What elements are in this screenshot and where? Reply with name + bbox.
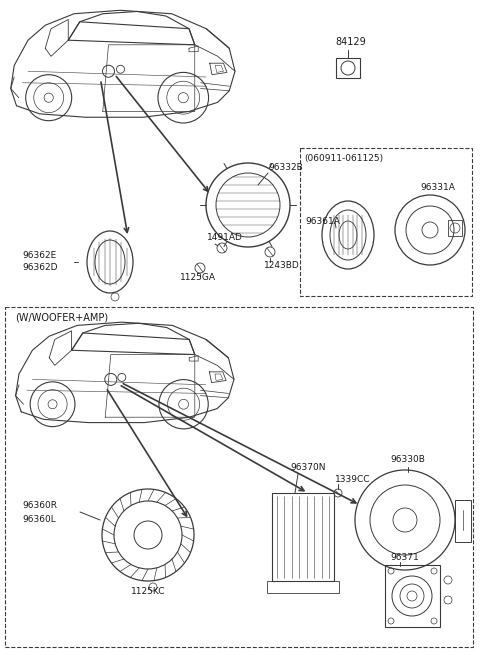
Text: 84129: 84129	[335, 37, 366, 47]
Text: 96361A: 96361A	[305, 217, 340, 227]
Text: 1339CC: 1339CC	[335, 476, 371, 485]
Bar	[272, 493, 334, 581]
Text: 96360L: 96360L	[22, 514, 56, 523]
Text: (060911-061125): (060911-061125)	[304, 153, 383, 162]
Text: 1491AD: 1491AD	[207, 233, 243, 242]
Text: 96362D: 96362D	[22, 263, 58, 272]
Text: 96370N: 96370N	[290, 464, 325, 472]
Text: 96371: 96371	[390, 553, 419, 563]
Bar	[267, 581, 339, 593]
Bar	[336, 58, 360, 78]
Text: 1125KC: 1125KC	[131, 588, 165, 597]
Text: 96332B: 96332B	[268, 162, 303, 172]
Text: 96330B: 96330B	[390, 455, 425, 464]
Text: 96362E: 96362E	[22, 250, 56, 259]
Bar	[300, 148, 472, 296]
Bar	[5, 307, 473, 647]
Text: 1243BD: 1243BD	[264, 261, 300, 269]
Text: 1125GA: 1125GA	[180, 274, 216, 282]
Bar	[385, 565, 440, 627]
Text: 96360R: 96360R	[22, 500, 57, 510]
Bar	[448, 220, 462, 236]
Bar	[455, 500, 471, 542]
Text: (W/WOOFER+AMP): (W/WOOFER+AMP)	[15, 312, 108, 322]
Text: 96331A: 96331A	[420, 183, 455, 193]
